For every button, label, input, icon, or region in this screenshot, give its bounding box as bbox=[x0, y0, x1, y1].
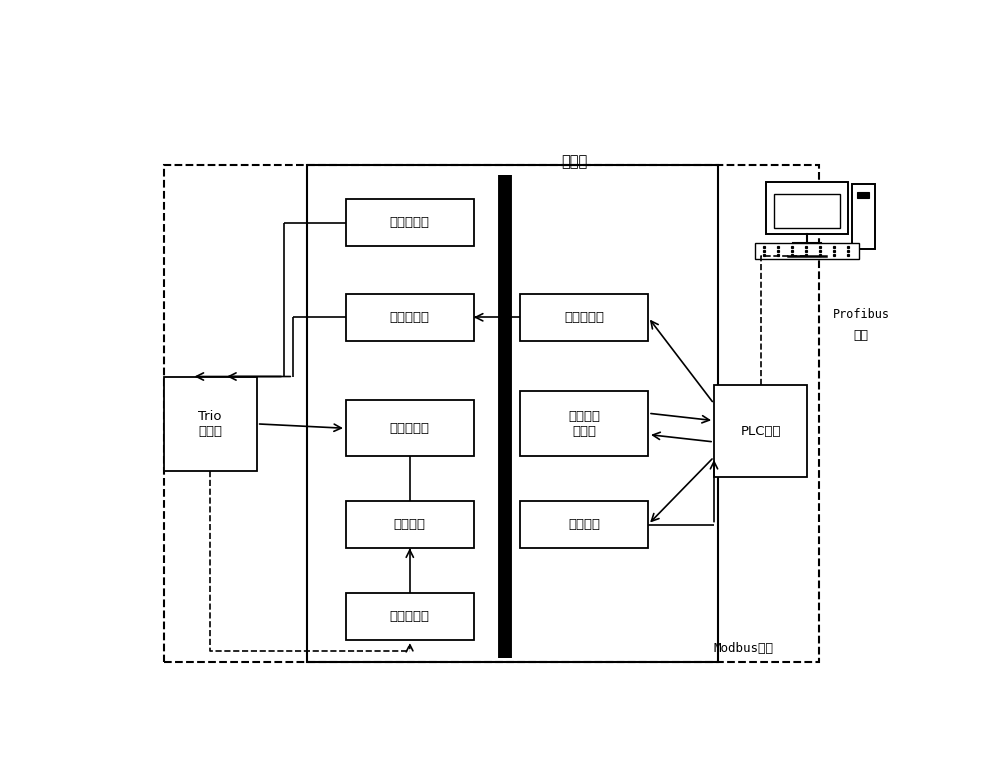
Bar bbox=[774, 194, 840, 228]
Bar bbox=[346, 199, 474, 246]
Text: 安全与辅
助机构: 安全与辅 助机构 bbox=[568, 410, 600, 438]
Text: 开关阀门组: 开关阀门组 bbox=[564, 311, 604, 324]
Bar bbox=[346, 294, 474, 341]
Text: 压力传感器: 压力传感器 bbox=[390, 216, 430, 229]
Text: 总线: 总线 bbox=[854, 328, 869, 341]
Bar bbox=[520, 294, 648, 341]
Bar bbox=[346, 501, 474, 548]
Text: 比例伺服阀: 比例伺服阀 bbox=[390, 422, 430, 434]
Text: 位移传感器: 位移传感器 bbox=[390, 610, 430, 623]
Text: 滑块机构: 滑块机构 bbox=[394, 518, 426, 531]
Bar bbox=[307, 165, 718, 662]
Bar bbox=[852, 184, 875, 249]
Bar bbox=[346, 593, 474, 640]
Text: 流量传感器: 流量传感器 bbox=[390, 311, 430, 324]
Bar bbox=[766, 181, 848, 234]
Bar bbox=[164, 165, 819, 662]
Bar bbox=[520, 501, 648, 548]
Text: PLC模块: PLC模块 bbox=[740, 424, 781, 438]
Bar bbox=[520, 391, 648, 457]
Bar bbox=[714, 385, 807, 477]
Bar bbox=[755, 243, 859, 258]
Bar bbox=[857, 191, 869, 198]
Bar bbox=[346, 400, 474, 457]
Text: Trio
控制器: Trio 控制器 bbox=[198, 410, 222, 438]
Text: 锻压机: 锻压机 bbox=[561, 155, 588, 169]
Text: Profibus: Profibus bbox=[833, 308, 890, 321]
Text: 油源机构: 油源机构 bbox=[568, 518, 600, 531]
Bar bbox=[164, 377, 257, 471]
Text: Modbus总线: Modbus总线 bbox=[714, 642, 774, 655]
